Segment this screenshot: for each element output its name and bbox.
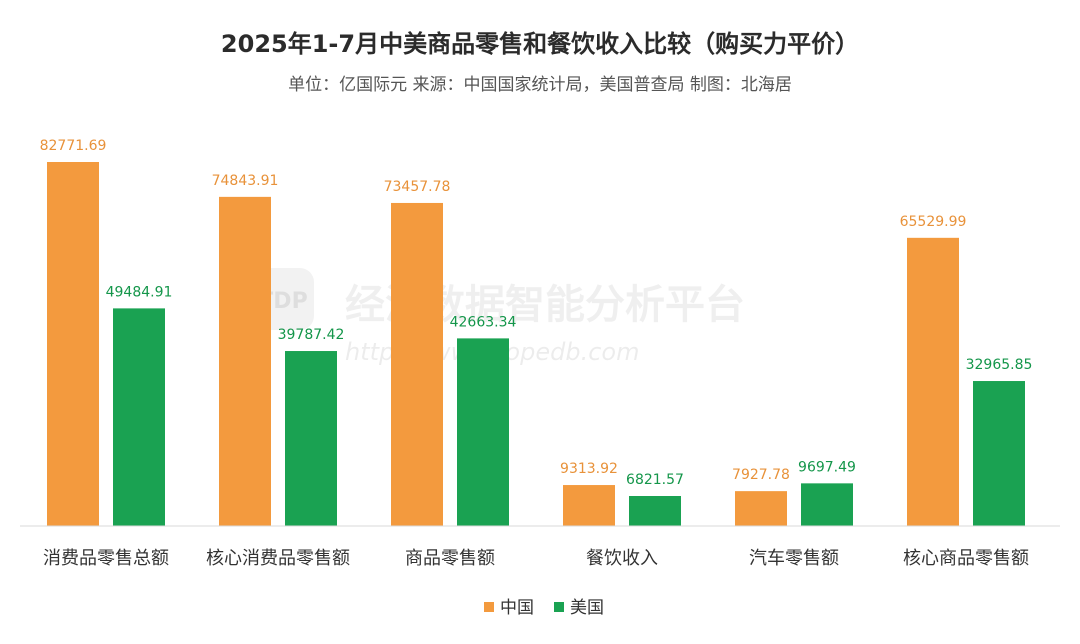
category-label: 汽车零售额	[749, 548, 839, 569]
bars-layer	[47, 162, 1025, 527]
value-label-usa: 49484.91	[106, 284, 173, 300]
category-label: 消费品零售总额	[43, 548, 169, 569]
legend-label-usa: 美国	[570, 598, 604, 618]
chart-subtitle: 单位：亿国际元 来源：中国国家统计局，美国普查局 制图：北海居	[288, 75, 792, 95]
corner-badge-text: 雪球：北海居	[862, 594, 1018, 624]
bar-usa	[113, 308, 165, 526]
category-axis: 消费品零售总额 核心消费品零售额 商品零售额 餐饮收入 汽车零售额 核心商品零售额	[43, 548, 1029, 569]
bar-usa	[801, 483, 853, 526]
corner-badge: 雪球：北海居	[817, 590, 1018, 626]
bar-usa	[285, 351, 337, 526]
value-label-china: 82771.69	[40, 138, 107, 154]
category-label: 核心商品零售额	[903, 548, 1029, 569]
value-label-usa: 6821.57	[626, 472, 684, 488]
category-label: 商品零售额	[405, 548, 495, 569]
legend-swatch-china	[484, 602, 494, 612]
bar-usa	[973, 381, 1025, 526]
snowball-icon	[817, 590, 853, 626]
value-label-usa: 39787.42	[278, 327, 345, 343]
value-label-usa: 9697.49	[798, 459, 856, 475]
bar-china	[563, 485, 615, 526]
bar-china	[907, 237, 959, 527]
value-label-china: 7927.78	[732, 467, 790, 483]
value-label-china: 9313.92	[560, 461, 618, 477]
value-label-china: 74843.91	[212, 173, 279, 189]
legend: 中国 美国	[484, 598, 604, 618]
value-label-usa: 42663.34	[450, 314, 517, 330]
chart-title: 2025年1-7月中美商品零售和餐饮收入比较（购买力平价）	[221, 30, 859, 58]
bar-china	[391, 202, 443, 526]
labels-layer: 82771.69 49484.91 74843.91 39787.42 73457.78…	[40, 138, 1033, 488]
legend-swatch-usa	[554, 602, 564, 612]
bar-china	[735, 491, 787, 526]
value-label-usa: 32965.85	[966, 357, 1033, 373]
legend-label-china: 中国	[500, 598, 534, 618]
value-label-china: 73457.78	[384, 179, 451, 195]
category-label: 核心消费品零售额	[206, 548, 350, 569]
bar-china	[47, 162, 99, 526]
bar-usa	[629, 496, 681, 526]
bar-china	[219, 196, 271, 526]
bar-usa	[457, 338, 509, 526]
value-label-china: 65529.99	[900, 214, 967, 230]
category-label: 餐饮收入	[586, 548, 658, 569]
